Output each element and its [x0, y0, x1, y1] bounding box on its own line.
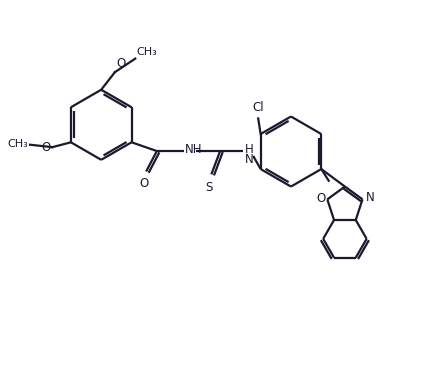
- Text: Cl: Cl: [253, 101, 264, 113]
- Text: N: N: [365, 191, 374, 204]
- Text: O: O: [41, 141, 51, 154]
- Text: S: S: [206, 181, 213, 194]
- Text: N: N: [245, 153, 253, 166]
- Text: CH₃: CH₃: [137, 46, 157, 57]
- Text: O: O: [117, 57, 126, 70]
- Text: H: H: [245, 143, 253, 156]
- Text: O: O: [139, 177, 149, 191]
- Text: NH: NH: [185, 143, 202, 156]
- Text: CH₃: CH₃: [7, 139, 28, 149]
- Text: O: O: [316, 192, 325, 205]
